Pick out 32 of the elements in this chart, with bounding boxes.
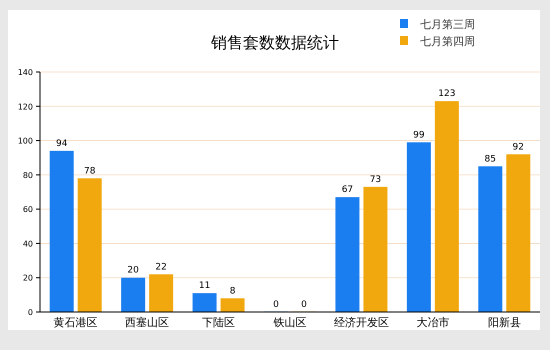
data-label: 92: [512, 142, 524, 152]
y-tick-label: 20: [22, 274, 33, 283]
y-tick-label: 60: [22, 205, 33, 214]
x-tick-label: 黄石港区: [54, 316, 98, 329]
data-label: 78: [84, 166, 96, 176]
data-label: 8: [230, 286, 236, 296]
data-label: 123: [438, 89, 456, 100]
data-label: 73: [370, 174, 382, 185]
data-label: 22: [155, 262, 167, 272]
y-tick-label: 140: [18, 68, 33, 77]
data-label: 0: [301, 300, 308, 310]
legend-label: 七月第四周: [420, 35, 475, 48]
legend-label: 七月第三周: [420, 18, 475, 31]
y-tick-label: 100: [18, 136, 33, 146]
y-tick-label: 0: [28, 308, 33, 317]
data-label: 94: [56, 138, 68, 149]
x-tick-label: 下陆区: [202, 316, 236, 329]
x-tick-label: 西塞山区: [125, 316, 170, 329]
x-tick-label: 铁山区: [272, 316, 306, 329]
data-label: 20: [127, 266, 140, 276]
x-tick-label: 大冶市: [416, 316, 450, 329]
chart-title: 销售套数数据统计: [210, 33, 339, 52]
x-tick-label: 经济开发区: [334, 316, 389, 329]
x-tick-label: 阳新县: [488, 316, 521, 329]
data-label: 67: [342, 185, 354, 196]
data-label: 11: [198, 281, 210, 292]
y-tick-label: 40: [22, 239, 33, 248]
data-label: 99: [413, 130, 425, 140]
y-tick-label: 80: [22, 170, 33, 180]
data-label: 0: [273, 300, 280, 310]
data-label: 85: [484, 154, 496, 164]
y-tick-label: 120: [18, 102, 33, 112]
